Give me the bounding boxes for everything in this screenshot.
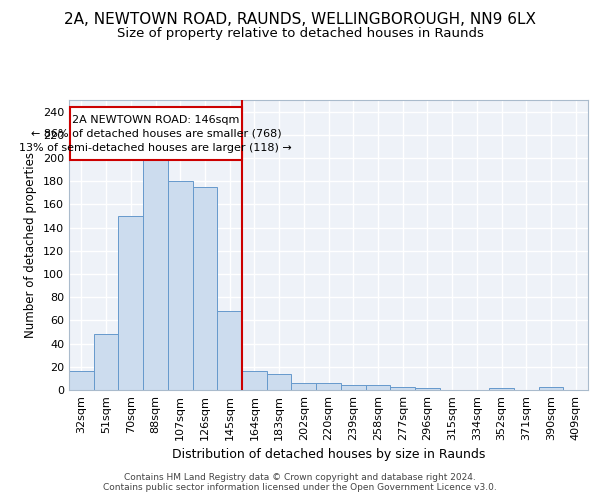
Bar: [193, 187, 217, 390]
Bar: [341, 386, 365, 390]
Bar: [217, 311, 242, 390]
Bar: [390, 386, 415, 390]
Bar: [292, 383, 316, 390]
Y-axis label: Number of detached properties: Number of detached properties: [25, 152, 37, 338]
Bar: [69, 372, 94, 390]
Text: Size of property relative to detached houses in Raunds: Size of property relative to detached ho…: [116, 28, 484, 40]
Bar: [316, 383, 341, 390]
Bar: [365, 386, 390, 390]
Bar: [168, 181, 193, 390]
Text: Contains HM Land Registry data © Crown copyright and database right 2024.
Contai: Contains HM Land Registry data © Crown c…: [103, 473, 497, 492]
Bar: [94, 334, 118, 390]
Bar: [242, 372, 267, 390]
Text: 2A NEWTOWN ROAD: 146sqm
← 86% of detached houses are smaller (768)
13% of semi-d: 2A NEWTOWN ROAD: 146sqm ← 86% of detache…: [19, 114, 292, 152]
Bar: [143, 158, 168, 390]
Bar: [539, 386, 563, 390]
Bar: [118, 216, 143, 390]
Bar: [267, 374, 292, 390]
Text: 2A, NEWTOWN ROAD, RAUNDS, WELLINGBOROUGH, NN9 6LX: 2A, NEWTOWN ROAD, RAUNDS, WELLINGBOROUGH…: [64, 12, 536, 28]
X-axis label: Distribution of detached houses by size in Raunds: Distribution of detached houses by size …: [172, 448, 485, 462]
FancyBboxPatch shape: [70, 107, 242, 160]
Bar: [489, 388, 514, 390]
Bar: [415, 388, 440, 390]
